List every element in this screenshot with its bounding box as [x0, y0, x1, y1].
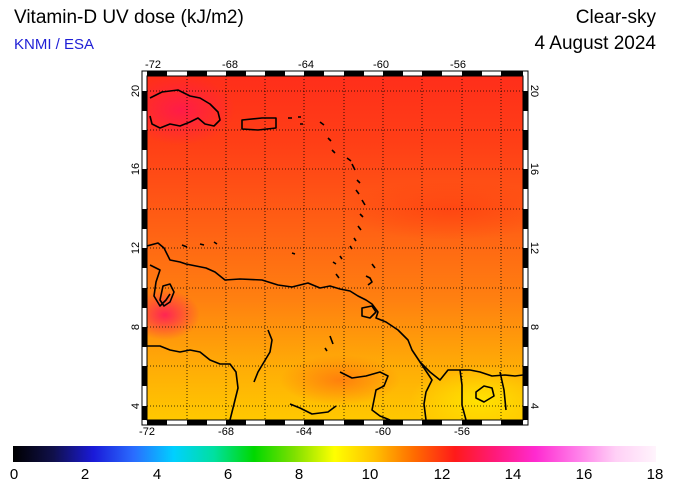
lon-tick-bottom: -72 — [139, 426, 155, 438]
colorbar — [13, 446, 656, 462]
colorbar-label: 10 — [361, 466, 379, 483]
lon-tick-bottom: -68 — [218, 426, 234, 438]
lat-tick-right: 12 — [528, 242, 540, 254]
colorbar-label: 0 — [9, 466, 19, 483]
lon-tick-top: -72 — [145, 59, 161, 71]
lat-labels-right: 4 8 12 16 20 — [528, 85, 540, 409]
lat-tick-right: 16 — [528, 163, 540, 175]
date-label: 4 August 2024 — [534, 33, 657, 54]
colorbar-label: 12 — [433, 466, 451, 483]
uv-field — [147, 76, 523, 420]
lon-labels-bottom: -72 -68 -64 -60 -56 — [139, 426, 470, 438]
lat-labels-left: 4 8 12 16 20 — [130, 85, 142, 409]
sky-condition-label: Clear-sky — [575, 7, 656, 28]
lon-tick-top: -60 — [373, 59, 389, 71]
colorbar-label: 2 — [80, 466, 90, 483]
graticule — [147, 76, 523, 420]
lon-tick-bottom: -64 — [296, 426, 312, 438]
lat-tick-right: 4 — [528, 403, 540, 409]
colorbar-label: 14 — [504, 466, 522, 483]
lat-tick-right: 8 — [528, 324, 540, 330]
lat-tick-left: 16 — [130, 163, 142, 175]
lon-tick-bottom: -60 — [375, 426, 391, 438]
colorbar-label: 4 — [152, 466, 162, 483]
lon-tick-top: -68 — [222, 59, 238, 71]
lat-tick-left: 4 — [130, 403, 142, 409]
colorbar-label: 18 — [646, 466, 664, 483]
colorbar-label: 8 — [294, 466, 304, 483]
map-title: Vitamin-D UV dose (kJ/m2) — [14, 7, 244, 28]
lon-tick-top: -64 — [298, 59, 314, 71]
credit-label: KNMI / ESA — [14, 36, 95, 53]
lon-labels-top: -72 -68 -64 -60 -56 — [145, 59, 466, 71]
coastlines — [147, 89, 523, 420]
lat-tick-left: 20 — [130, 85, 142, 97]
lat-tick-right: 20 — [528, 85, 540, 97]
lat-tick-left: 8 — [130, 324, 142, 330]
lon-tick-bottom: -56 — [454, 426, 470, 438]
lon-tick-top: -56 — [450, 59, 466, 71]
lat-tick-left: 12 — [130, 242, 142, 254]
colorbar-label: 16 — [575, 466, 593, 483]
colorbar-label: 6 — [223, 466, 233, 483]
map-frame — [141, 70, 529, 426]
uv-dose-map: -72 -68 -64 -60 -56 -72 -68 -64 -60 -56 … — [130, 59, 540, 438]
